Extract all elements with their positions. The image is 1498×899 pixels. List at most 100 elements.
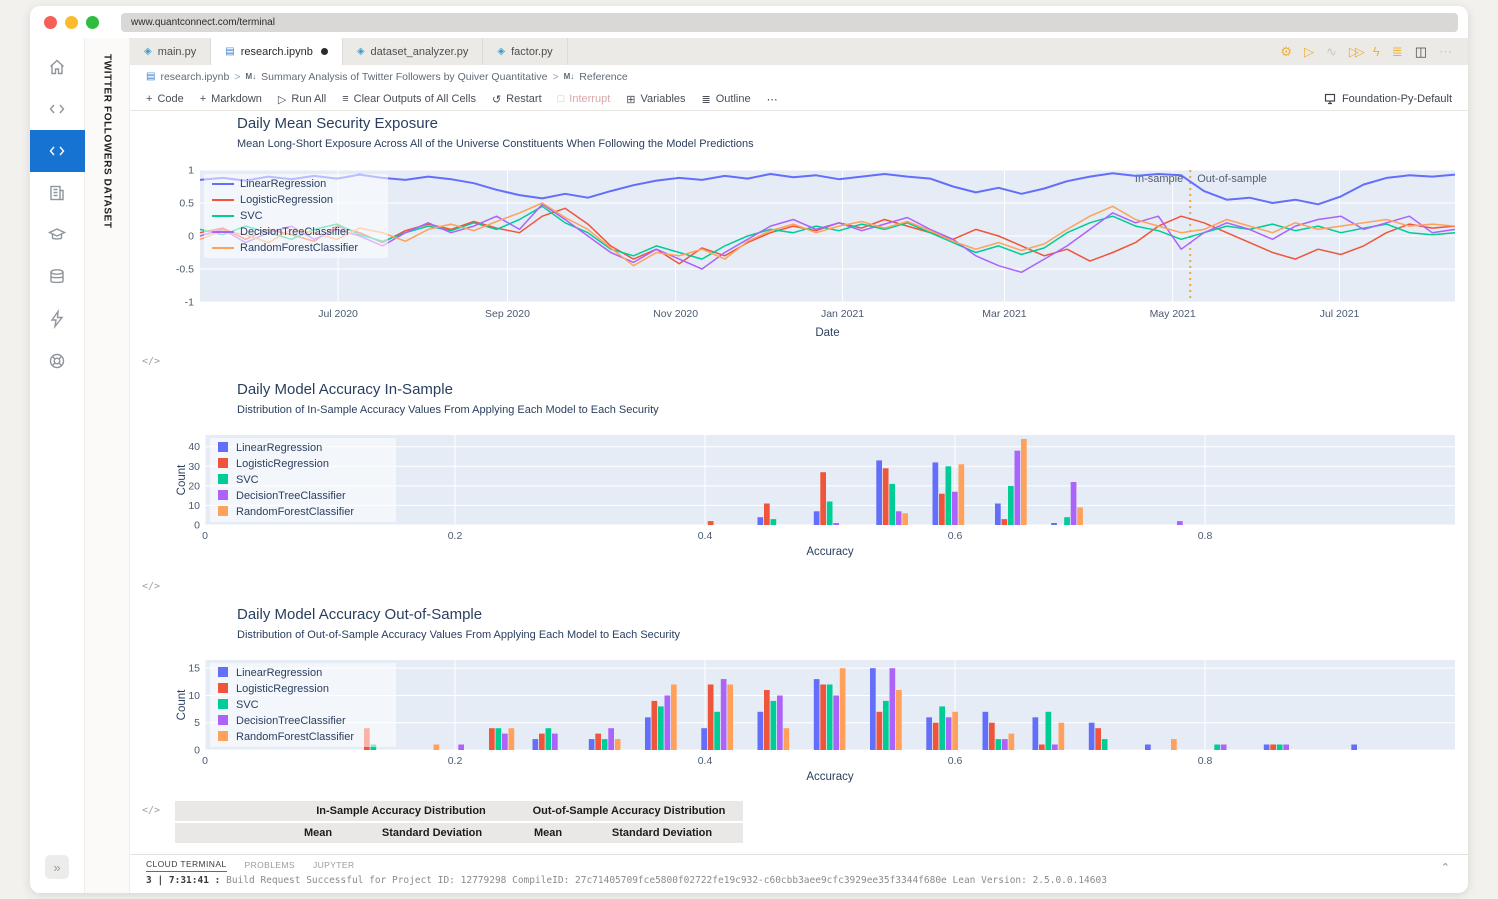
svg-text:Jul 2021: Jul 2021	[1320, 308, 1360, 320]
graduation-cap-icon	[47, 228, 67, 240]
python-file-icon: ◈	[356, 46, 365, 57]
svg-text:0.2: 0.2	[448, 530, 463, 542]
bar-DecisionTreeClassifier	[552, 733, 558, 750]
svg-text:15: 15	[188, 663, 200, 675]
restart-icon: ↺	[491, 93, 502, 106]
lightning-icon[interactable]: ϟ	[1372, 44, 1380, 59]
code-cell-marker[interactable]: </>	[142, 805, 161, 816]
tool-label: Markdown	[211, 93, 262, 105]
sidebar-item-organization[interactable]	[30, 172, 85, 214]
bar-LinearRegression	[645, 717, 651, 750]
bar-LinearRegression	[813, 511, 820, 525]
tab-factor-py[interactable]: ◈ factor.py	[483, 38, 568, 65]
maximize-window-button[interactable]	[86, 15, 99, 29]
bar-RandomForestClassifier	[958, 464, 965, 525]
breadcrumb-file[interactable]: research.ipynb	[160, 70, 230, 83]
interrupt-button[interactable]: □ Interrupt	[558, 93, 611, 105]
bar-LinearRegression	[876, 460, 882, 525]
clear-outputs-button[interactable]: ≡ Clear Outputs of All Cells	[342, 93, 476, 105]
chevron-up-icon: ⌃	[1440, 862, 1450, 874]
collapse-panel-button[interactable]: ⌃	[1441, 861, 1450, 874]
bar-DecisionTreeClassifier	[1070, 482, 1077, 525]
bar-SVC	[1101, 739, 1108, 750]
add-code-cell-button[interactable]: + Code	[146, 93, 184, 105]
svg-text:Date: Date	[815, 327, 839, 339]
bar-LogisticRegression	[1095, 728, 1101, 750]
url-bar[interactable]: www.quantconnect.com/terminal	[121, 12, 1458, 32]
bar-RandomForestClassifier	[783, 728, 790, 750]
kernel-selector[interactable]: Foundation-Py-Default	[1324, 93, 1452, 105]
sidebar-item-datasets[interactable]	[30, 256, 85, 298]
sidebar-item-support[interactable]	[30, 340, 85, 382]
outline-icon: ≣	[701, 93, 711, 106]
debug-icon[interactable]: ∿	[1326, 44, 1337, 59]
svg-text:Count: Count	[176, 689, 188, 720]
more-icon[interactable]: ⋯	[1439, 44, 1452, 59]
run-all-button[interactable]: ▷ Run All	[278, 93, 326, 106]
sidebar-item-home[interactable]	[30, 46, 85, 88]
histogram-bars	[707, 438, 1183, 525]
table-sub-header: Standard Deviation	[349, 823, 515, 843]
bar-LogisticRegression	[489, 728, 495, 750]
bar-RandomForestClassifier	[896, 690, 902, 750]
bar-SVC	[1064, 517, 1070, 525]
tab-problems[interactable]: PROBLEMS	[244, 859, 295, 870]
bar-DecisionTreeClassifier	[664, 695, 671, 750]
svg-text:DecisionTreeClassifier: DecisionTreeClassifier	[236, 715, 346, 727]
svg-text:0.2: 0.2	[448, 755, 463, 767]
add-markdown-cell-button[interactable]: + Markdown	[200, 93, 262, 105]
svg-text:0: 0	[194, 520, 200, 532]
svg-text:SVC: SVC	[236, 474, 259, 486]
fast-forward-icon[interactable]: ▷▷	[1348, 44, 1365, 59]
code-active-icon	[49, 146, 65, 156]
breadcrumb-section[interactable]: Summary Analysis of Twitter Followers by…	[261, 70, 548, 83]
variables-button[interactable]: ⊞ Variables	[626, 93, 685, 106]
sidebar-item-learning[interactable]	[30, 214, 85, 256]
tab-research-ipynb[interactable]: ▤ research.ipynb	[211, 38, 343, 65]
code-cell-marker[interactable]: </>	[142, 356, 161, 367]
tab-jupyter[interactable]: JUPYTER	[312, 859, 355, 870]
dataset-drawer[interactable]: TWITTER FOLLOWERS DATASET	[85, 38, 130, 893]
home-icon	[50, 59, 64, 75]
play-icon: ▷	[277, 93, 287, 106]
bar-DecisionTreeClassifier	[502, 733, 508, 750]
sidebar-item-code[interactable]	[30, 88, 85, 130]
minimize-window-button[interactable]	[65, 15, 78, 29]
expand-sidebar-button[interactable]: »	[45, 855, 69, 879]
bar-LinearRegression	[813, 679, 820, 750]
svg-text:0.8: 0.8	[1198, 530, 1213, 542]
interrupt-icon: □	[557, 93, 565, 105]
notebook-toolbar: + Code + Markdown ▷ Run All ≡ Clear Outp…	[130, 88, 1468, 111]
run-icon[interactable]: ▷	[1304, 44, 1314, 59]
kernel-name: Foundation-Py-Default	[1341, 93, 1452, 105]
bar-LogisticRegression	[989, 722, 995, 750]
code-cell-marker[interactable]: </>	[142, 581, 161, 592]
bar-SVC	[714, 711, 720, 750]
stack-icon[interactable]: ≣	[1391, 44, 1403, 59]
tab-cloud-terminal[interactable]: CLOUD TERMINAL	[146, 859, 227, 872]
outline-button[interactable]: ≣ Outline	[702, 93, 751, 106]
breadcrumb-subsection[interactable]: Reference	[579, 70, 628, 83]
split-view-icon[interactable]: ◫	[1414, 44, 1427, 59]
tab-dataset-analyzer-py[interactable]: ◈ dataset_analyzer.py	[343, 38, 484, 65]
bar-SVC	[495, 728, 502, 750]
sidebar-item-terminal-active[interactable]	[30, 130, 85, 172]
bar-LinearRegression	[1051, 523, 1057, 525]
database-icon	[50, 269, 64, 284]
sidebar-item-optimization[interactable]	[30, 298, 85, 340]
restart-kernel-button[interactable]: ↺ Restart	[492, 93, 542, 106]
tab-label: dataset_analyzer.py	[370, 45, 469, 58]
toolbar-more-button[interactable]: ⋯	[767, 93, 778, 106]
bar-SVC	[826, 684, 833, 750]
bar-LogisticRegression	[820, 472, 826, 525]
settings-icon[interactable]: ⚙	[1280, 44, 1292, 59]
close-window-button[interactable]	[44, 15, 57, 29]
outsample-chart-subtitle: Distribution of Out-of-Sample Accuracy V…	[237, 629, 681, 641]
bar-SVC	[995, 739, 1002, 750]
bar-LogisticRegression	[707, 684, 714, 750]
outsample-histogram: 0 0.2 0.4 0.6 0.8 0 5 10 15 LinearRegression Logis…	[175, 657, 1465, 790]
dataset-drawer-label: TWITTER FOLLOWERS DATASET	[101, 54, 113, 229]
histogram-svg: 0 0.2 0.4 0.6 0.8 0 10 20 30 40 LinearRegression Lo…	[176, 435, 1455, 558]
bar-DecisionTreeClassifier	[1220, 744, 1227, 750]
tab-main-py[interactable]: ◈ main.py	[130, 38, 212, 65]
